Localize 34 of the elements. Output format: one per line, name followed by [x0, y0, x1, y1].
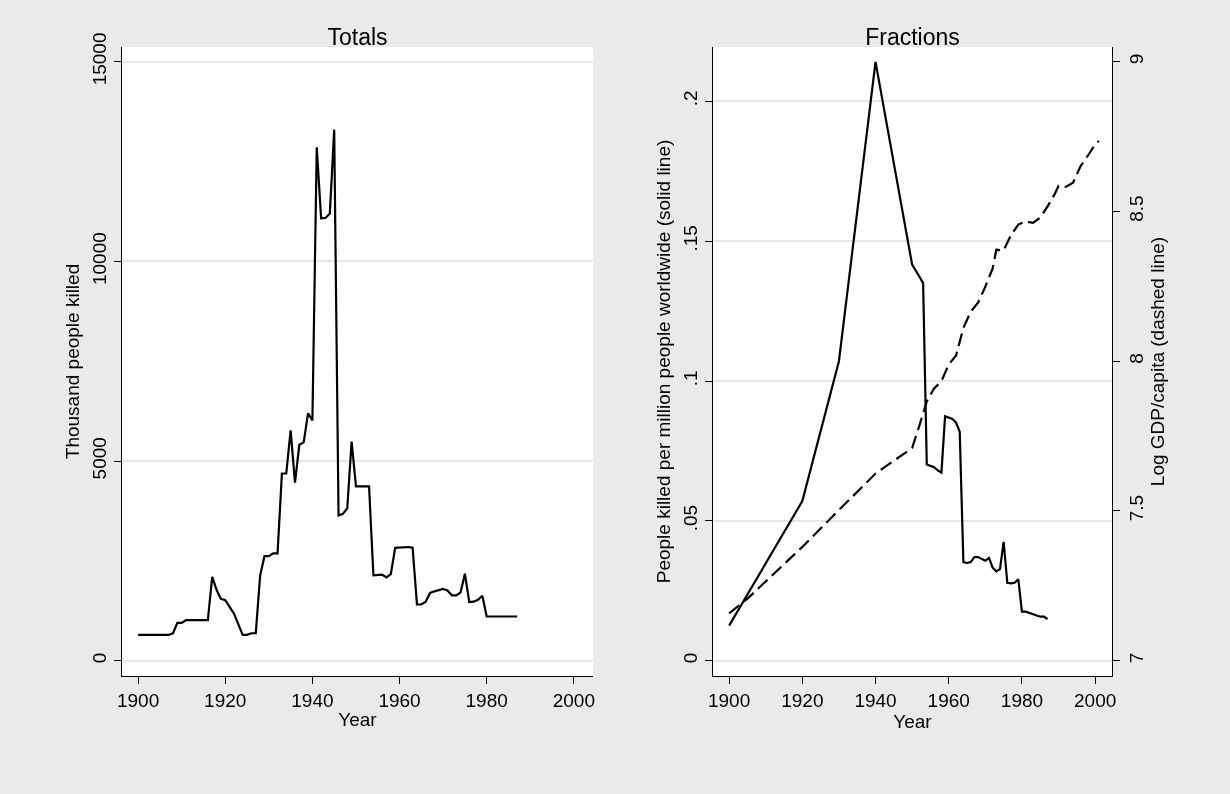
y-tick-label: .2	[680, 90, 702, 107]
y-tick-label: 10000	[89, 232, 111, 286]
y-axis-title: People killed per million people worldwide (solid line)	[653, 139, 675, 584]
x-tick-label: 1960	[927, 689, 970, 711]
x-tick-label: 1980	[1000, 689, 1044, 711]
y2-tick-label: 8	[1125, 353, 1147, 364]
y-tick-label: .1	[680, 370, 702, 387]
chart-title: Totals	[327, 24, 388, 50]
y-axis-title: Thousand people killed	[62, 263, 84, 460]
y2-tick-label: 7	[1125, 652, 1147, 664]
x-tick-label: 1940	[291, 689, 334, 711]
x-tick-label: 1920	[204, 689, 247, 711]
y-tick-label: 0	[680, 652, 702, 664]
y2-axis-title: Log GDP/capita (dashed line)	[1146, 236, 1168, 487]
y-tick-label: .15	[680, 225, 702, 252]
x-tick-label: 1940	[854, 689, 897, 711]
x-tick-label: 2000	[1074, 689, 1117, 711]
x-tick-label: 1920	[781, 689, 824, 711]
x-tick-label: 1900	[116, 689, 160, 711]
y-tick-label: 5000	[89, 437, 111, 480]
y-tick-label: .05	[680, 504, 702, 532]
x-tick-label: 2000	[552, 689, 595, 711]
chart-title: Fractions	[865, 24, 960, 50]
x-axis-title: Year	[338, 708, 378, 730]
y-tick-label: 15000	[89, 32, 111, 86]
x-tick-label: 1980	[465, 689, 508, 711]
x-axis-title: Year	[893, 710, 933, 732]
y2-tick-label: 9	[1125, 53, 1147, 65]
y2-tick-label: 8.5	[1125, 195, 1147, 222]
x-tick-label: 1900	[707, 689, 751, 711]
line-series	[137, 128, 519, 636]
y-tick-label: 0	[89, 652, 111, 664]
y2-tick-label: 7.5	[1125, 494, 1147, 522]
x-tick-label: 1960	[378, 689, 421, 711]
